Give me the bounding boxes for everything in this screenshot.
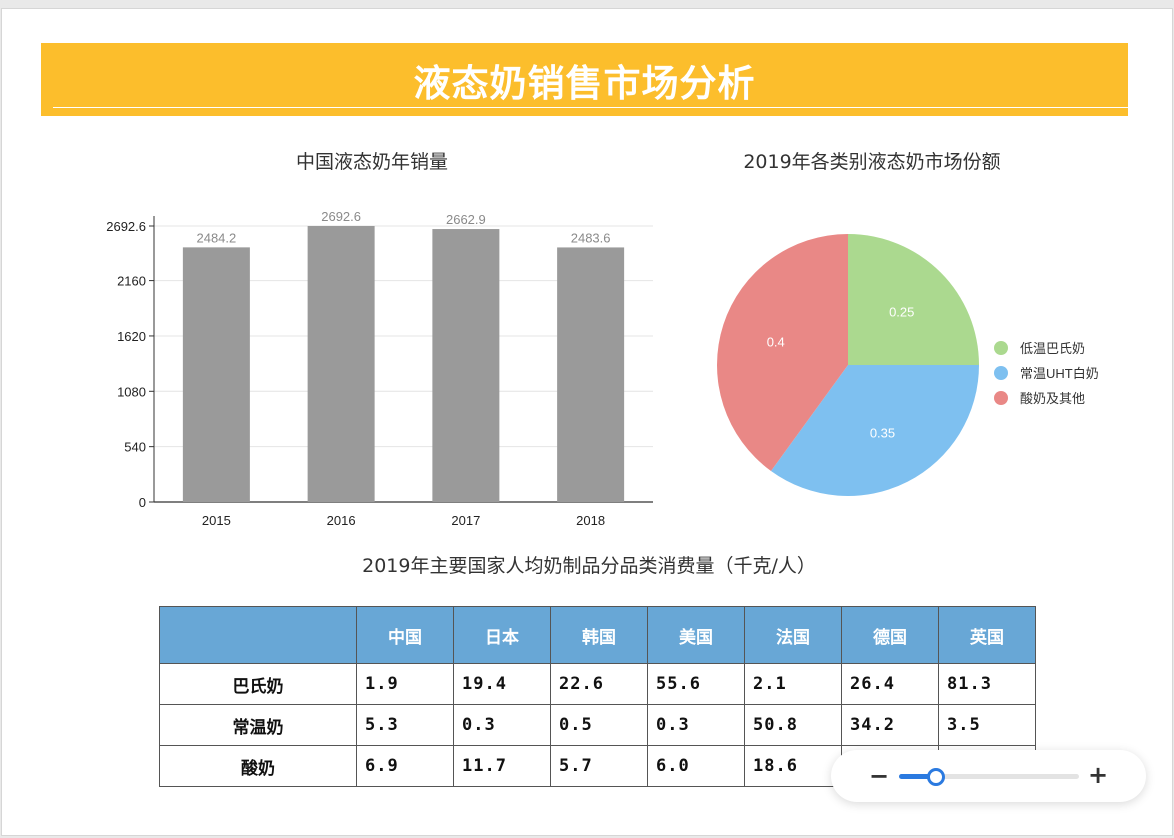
- pie-slice: [771, 365, 979, 497]
- zoom-out-button[interactable]: −: [869, 762, 890, 790]
- table-cell: 19.4: [453, 663, 551, 705]
- pie-chart-title: 2019年各类别液态奶市场份额: [743, 151, 1001, 173]
- table-column-header: 韩国: [550, 606, 648, 664]
- table-cell: 0.5: [550, 704, 648, 746]
- table-cell: 50.8: [744, 704, 842, 746]
- table-header-row: 中国 日本 韩国 美国 法国 德国 英国: [159, 606, 1036, 664]
- table-cell: 6.9: [356, 745, 454, 787]
- table-cell: 0.3: [647, 704, 745, 746]
- y-tick-label: 0: [139, 495, 146, 510]
- table-cell: 5.7: [550, 745, 648, 787]
- table-column-header: 英国: [938, 606, 1036, 664]
- table-row-header: 巴氏奶: [159, 663, 357, 705]
- zoom-slider-track[interactable]: [899, 774, 1079, 779]
- legend-swatch: [994, 391, 1008, 405]
- table-column-header: 日本: [453, 606, 551, 664]
- table-cell: 22.6: [550, 663, 648, 705]
- report-page: 液态奶销售市场分析 中国液态奶年销量 2019年各类别液态奶市场份额 0 540 1…: [1, 8, 1173, 836]
- x-tick-label: 2018: [576, 513, 605, 528]
- table-row-header: 常温奶: [159, 704, 357, 746]
- bar: [182, 247, 250, 502]
- y-tick-label: 2692.6: [106, 219, 146, 234]
- zoom-control: − +: [831, 750, 1146, 802]
- pie-value-label: 0.25: [889, 304, 914, 319]
- legend-label: 常温UHT白奶: [1020, 366, 1099, 381]
- pie-slice: [848, 234, 979, 365]
- table-row: 常温奶 5.3 0.3 0.5 0.3 50.8 34.2 3.5: [159, 704, 1036, 746]
- bar-value-label: 2483.6: [571, 230, 611, 245]
- table-column-header: 德国: [841, 606, 939, 664]
- bar: [307, 226, 375, 502]
- pie-value-label: 0.4: [767, 335, 785, 350]
- bar-value-label: 2692.6: [321, 209, 361, 224]
- pie-value-label: 0.35: [870, 426, 895, 441]
- table-column-header: 美国: [647, 606, 745, 664]
- legend-label: 低温巴氏奶: [1020, 341, 1085, 356]
- table-cell: 3.5: [938, 704, 1036, 746]
- table-cell: 5.3: [356, 704, 454, 746]
- x-tick-label: 2016: [327, 513, 356, 528]
- zoom-slider-handle[interactable]: [927, 768, 945, 786]
- x-tick-label: 2015: [202, 513, 231, 528]
- bar: [432, 229, 500, 502]
- y-tick-label: 1620: [117, 329, 146, 344]
- table-column-header: 中国: [356, 606, 454, 664]
- table-cell: 55.6: [647, 663, 745, 705]
- table-row-header: 酸奶: [159, 745, 357, 787]
- table-cell: 34.2: [841, 704, 939, 746]
- table-cell: 81.3: [938, 663, 1036, 705]
- legend-label: 酸奶及其他: [1020, 391, 1085, 406]
- table-cell: 0.3: [453, 704, 551, 746]
- bar: [557, 247, 625, 502]
- pie-slice: [717, 234, 848, 471]
- bar-value-label: 2662.9: [446, 212, 486, 227]
- table-row: 巴氏奶 1.9 19.4 22.6 55.6 2.1 26.4 81.3: [159, 663, 1036, 705]
- y-tick-label: 2160: [117, 274, 146, 289]
- table-title: 2019年主要国家人均奶制品分品类消费量（千克/人）: [362, 555, 816, 577]
- table-cell: 6.0: [647, 745, 745, 787]
- table-cell: 26.4: [841, 663, 939, 705]
- table-cell: 2.1: [744, 663, 842, 705]
- x-tick-label: 2017: [451, 513, 480, 528]
- y-tick-label: 1080: [117, 384, 146, 399]
- y-tick-label: 540: [124, 440, 146, 455]
- bar-chart: 0 540 1080 1620 2160 2692.6 2484.2 2015 2692.6 20…: [106, 209, 653, 528]
- zoom-slider-fill: [899, 774, 935, 779]
- page-title: 液态奶销售市场分析: [413, 62, 756, 105]
- legend-swatch: [994, 341, 1008, 355]
- bar-chart-title: 中国液态奶年销量: [295, 151, 448, 173]
- title-banner: 液态奶销售市场分析: [41, 43, 1128, 116]
- table-cell: 1.9: [356, 663, 454, 705]
- legend-swatch: [994, 366, 1008, 380]
- table-column-header: 法国: [744, 606, 842, 664]
- table-cell: 18.6: [744, 745, 842, 787]
- table-corner-header: [159, 606, 357, 664]
- table-cell: 11.7: [453, 745, 551, 787]
- zoom-in-button[interactable]: +: [1088, 761, 1109, 789]
- bar-value-label: 2484.2: [196, 230, 236, 245]
- banner-rule: [53, 107, 1128, 108]
